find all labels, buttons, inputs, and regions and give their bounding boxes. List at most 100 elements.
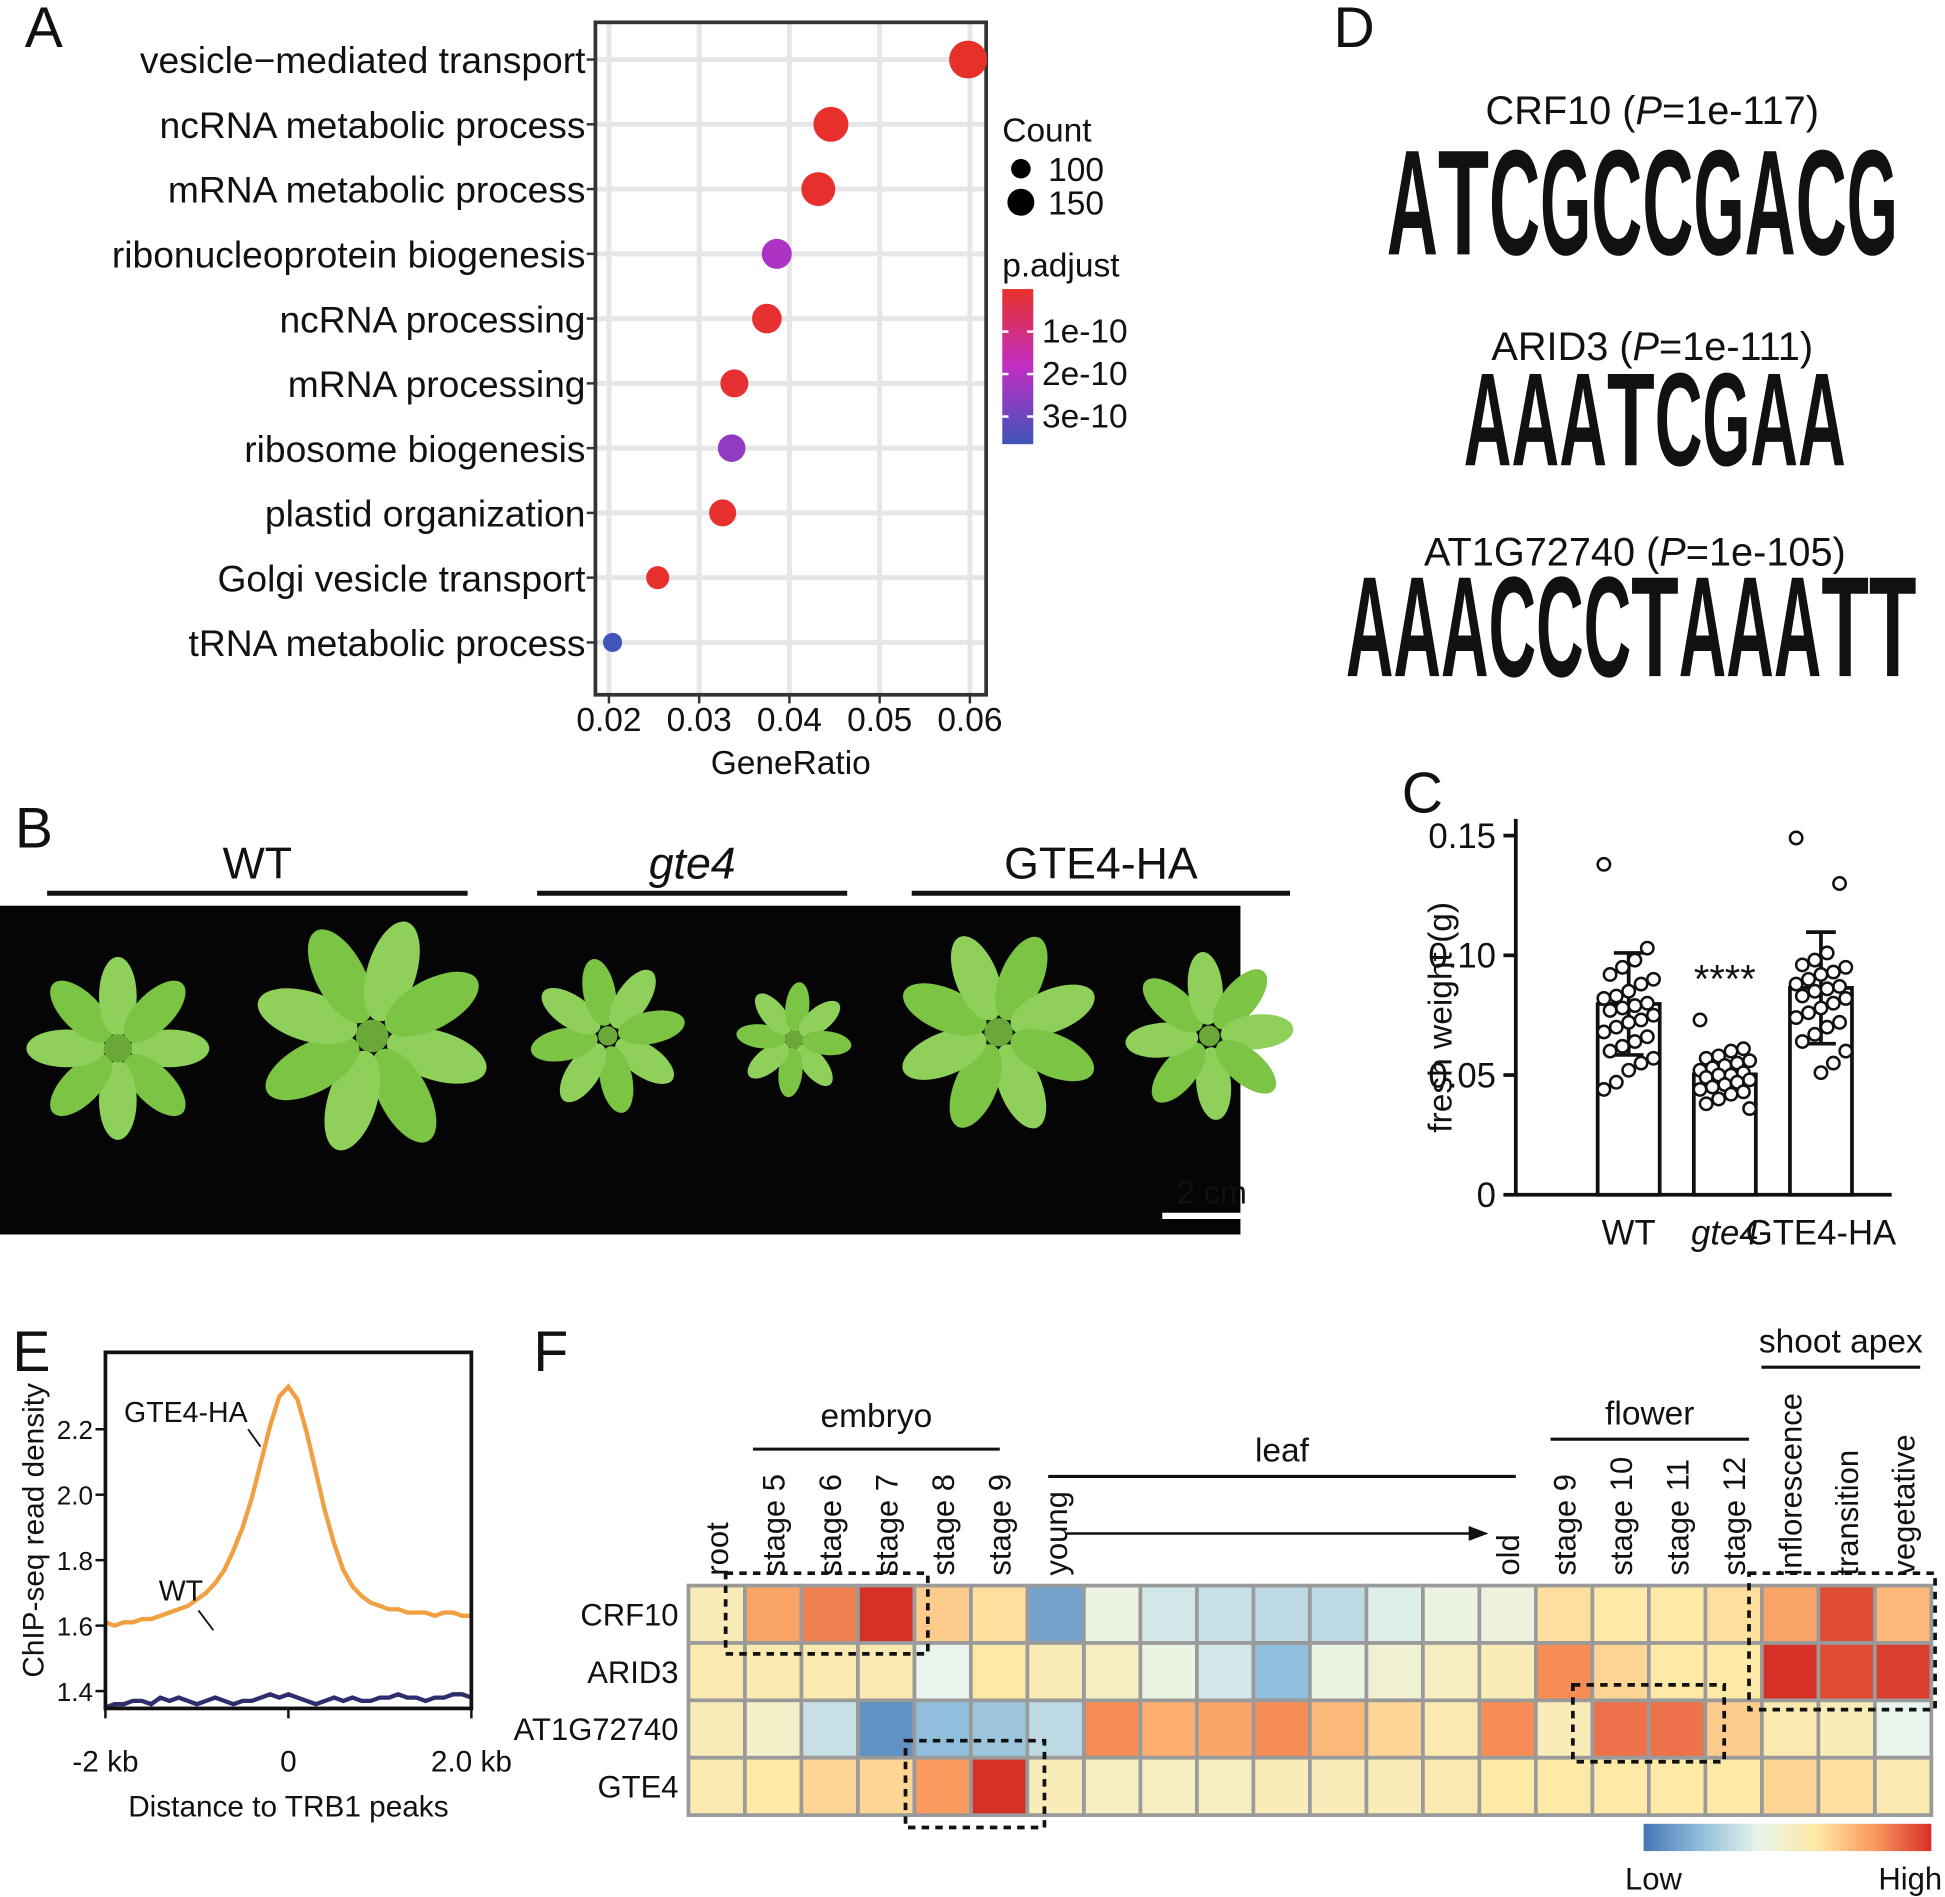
heatmap-cell bbox=[1703, 1583, 1764, 1645]
data-point bbox=[1596, 990, 1612, 1006]
motif-title: CRF10 (P=1e-117) bbox=[1486, 89, 1819, 133]
heatmap-cell bbox=[1308, 1641, 1369, 1703]
panel-letter: B bbox=[15, 796, 53, 860]
heatmap-cell bbox=[1364, 1583, 1425, 1645]
leaf bbox=[50, 1054, 113, 1117]
heatmap-cell bbox=[1025, 1755, 1086, 1817]
group-label: GTE4-HA bbox=[1004, 839, 1198, 888]
colorbar-tick-label: 2e-10 bbox=[1042, 356, 1128, 393]
color-legend-title: p.adjust bbox=[1002, 248, 1120, 285]
y-tick-label: tRNA metabolic process bbox=[189, 622, 586, 664]
leaf bbox=[1142, 978, 1203, 1033]
y-tick-label: mRNA processing bbox=[288, 363, 586, 405]
data-point bbox=[1608, 1019, 1624, 1035]
panel-letter: D bbox=[1333, 0, 1374, 60]
heatmap-cell bbox=[686, 1755, 747, 1817]
leaf bbox=[50, 980, 113, 1043]
y-tick-label: mRNA metabolic process bbox=[168, 169, 586, 211]
x-tick-label: 0.02 bbox=[576, 702, 641, 739]
row-label: AT1G72740 bbox=[514, 1712, 679, 1747]
heatmap-cell bbox=[1025, 1583, 1086, 1645]
heatmap-cell bbox=[686, 1583, 747, 1645]
leaf bbox=[755, 993, 792, 1036]
heatmap-cell bbox=[969, 1641, 1030, 1703]
scale-bar-label: 2 cm bbox=[1177, 1174, 1247, 1210]
logo-letter: T bbox=[1821, 547, 1869, 707]
data-point bbox=[1788, 976, 1804, 992]
heatmap-cell bbox=[1872, 1583, 1934, 1645]
data-point bbox=[1615, 1038, 1630, 1054]
rosette-center bbox=[355, 1019, 389, 1053]
data-point bbox=[1615, 959, 1630, 975]
heatmap-cell bbox=[1082, 1641, 1143, 1703]
heatmap-cell bbox=[743, 1641, 804, 1703]
heatmap-cell bbox=[1590, 1583, 1651, 1645]
leaf bbox=[1151, 1042, 1206, 1103]
data-point bbox=[1608, 1074, 1624, 1090]
leaf bbox=[609, 969, 656, 1029]
logo-letter-group: C bbox=[1536, 547, 1584, 707]
logo-letter-group: A bbox=[1464, 347, 1512, 494]
leaf bbox=[798, 1000, 841, 1038]
x-tick-label: 2.0 kb bbox=[431, 1746, 512, 1779]
data-point bbox=[1704, 1079, 1720, 1095]
logo-letter: A bbox=[1559, 347, 1607, 494]
data-point bbox=[1832, 876, 1848, 891]
data-point bbox=[1832, 1014, 1848, 1030]
heatmap-cell bbox=[1760, 1583, 1821, 1645]
series-label-leader bbox=[247, 1428, 262, 1448]
leaf bbox=[265, 1035, 360, 1101]
logo-letter: G bbox=[1702, 347, 1750, 494]
heatmap-cell bbox=[1138, 1583, 1199, 1645]
leaf bbox=[747, 1042, 790, 1079]
line-series bbox=[104, 1383, 472, 1628]
data-point bbox=[1639, 1029, 1655, 1045]
y-tick-label: Golgi vesicle transport bbox=[217, 557, 586, 599]
logo-letter-group: G bbox=[1847, 118, 1898, 286]
group-label: WT bbox=[223, 839, 292, 888]
logo-letter: T bbox=[1607, 347, 1655, 494]
dot bbox=[717, 434, 746, 462]
heatmap-cell bbox=[1364, 1641, 1425, 1703]
panel-letter: A bbox=[25, 0, 63, 60]
heatmap-cell bbox=[1703, 1641, 1764, 1703]
data-point bbox=[1633, 1012, 1649, 1028]
row-label: ARID3 bbox=[587, 1655, 678, 1690]
x-axis-label: GeneRatio bbox=[711, 745, 871, 782]
heatmap-cell bbox=[1816, 1641, 1877, 1703]
leaf-age-arrowhead bbox=[1468, 1526, 1489, 1541]
y-tick-label: 1.8 bbox=[57, 1546, 93, 1576]
x-tick-label: -2 kb bbox=[72, 1746, 138, 1779]
data-point bbox=[1788, 830, 1804, 846]
heatmap-cell bbox=[1251, 1698, 1312, 1760]
group-label: gte4 bbox=[649, 839, 736, 888]
rosette-center bbox=[598, 1026, 618, 1046]
heatmap-cell bbox=[969, 1583, 1030, 1645]
heatmap-cell bbox=[1364, 1698, 1425, 1760]
y-axis-label: ChIP-seq read density bbox=[17, 1383, 50, 1678]
leaf bbox=[1010, 984, 1095, 1037]
y-tick-label: 2.0 bbox=[57, 1481, 93, 1511]
x-tick-label: 0 bbox=[280, 1746, 297, 1779]
logo-letter: A bbox=[1387, 118, 1438, 286]
series-label-leader bbox=[197, 1609, 215, 1631]
heatmap-cell bbox=[1138, 1755, 1199, 1817]
plot-frame bbox=[103, 1350, 474, 1711]
y-tick-label: 0.05 bbox=[1428, 1057, 1496, 1095]
logo-letter-group: A bbox=[1346, 547, 1394, 707]
group-label: leaf bbox=[1255, 1433, 1310, 1470]
logo-letter-group: A bbox=[1393, 547, 1441, 707]
series-label: WT bbox=[159, 1575, 203, 1607]
column-label: stage 7 bbox=[869, 1474, 904, 1576]
heatmap-cell bbox=[1534, 1583, 1595, 1645]
size-legend-dot bbox=[1011, 158, 1031, 179]
logo-letter: G bbox=[1693, 118, 1744, 286]
heatmap-cell bbox=[743, 1698, 804, 1760]
leaf bbox=[617, 1010, 685, 1045]
data-point bbox=[1825, 995, 1841, 1011]
logo-letter: A bbox=[1726, 547, 1774, 707]
leaf bbox=[902, 1028, 987, 1080]
logo-letter: C bbox=[1584, 547, 1632, 707]
